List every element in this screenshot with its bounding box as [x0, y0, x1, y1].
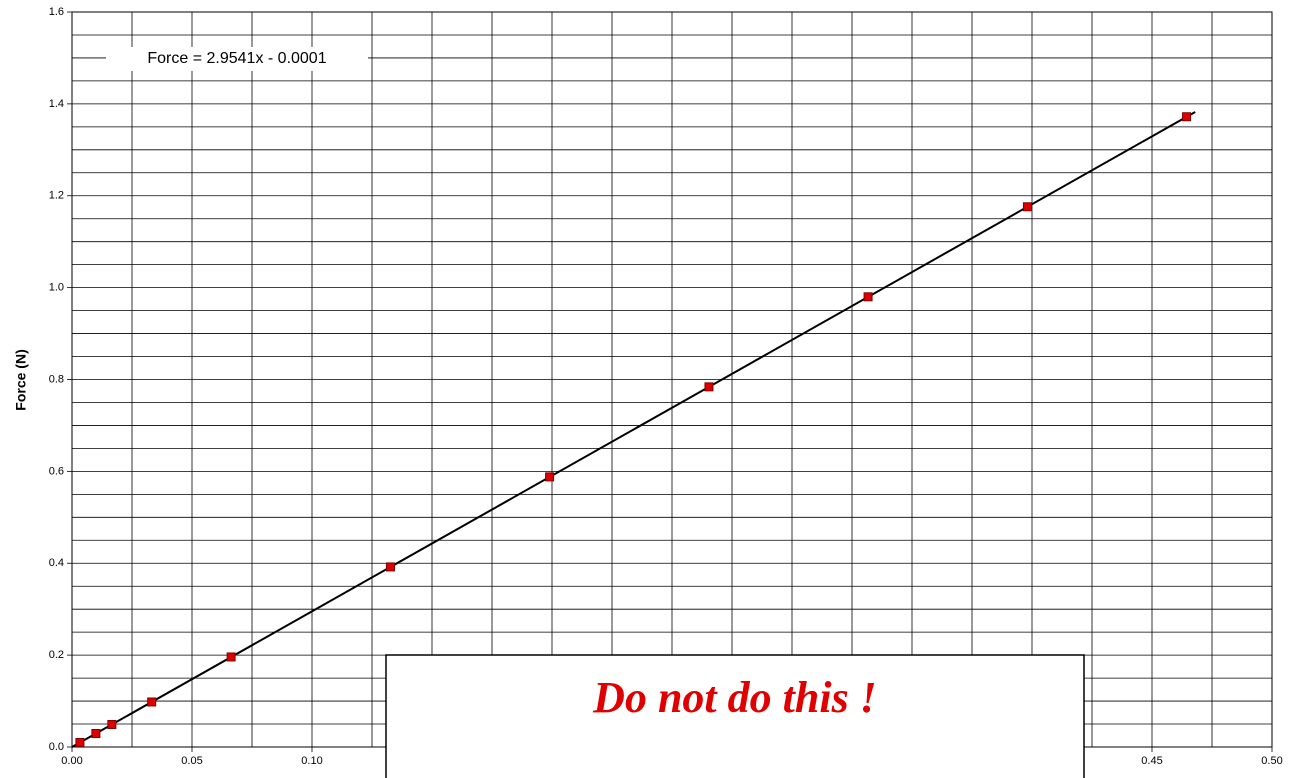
y-tick-label: 0.6: [49, 465, 64, 477]
data-point: [226, 652, 236, 662]
y-tick-label: 0.8: [49, 373, 64, 385]
data-point: [545, 472, 555, 482]
data-point: [75, 737, 85, 747]
y-tick-label: 0.4: [49, 557, 64, 569]
data-point: [107, 719, 117, 729]
x-tick-label: 0.50: [1261, 755, 1282, 767]
y-tick-label: 1.0: [49, 282, 64, 294]
x-tick-label: 0.45: [1141, 755, 1162, 767]
y-tick-label: 1.4: [49, 98, 64, 110]
y-tick-label: 0.0: [49, 741, 64, 753]
data-point: [704, 382, 714, 392]
y-tick-label: 1.6: [49, 6, 64, 18]
equation-label: Force = 2.9541x - 0.0001: [147, 50, 326, 67]
y-tick-label: 1.2: [49, 190, 64, 202]
x-tick-label: 0.10: [301, 755, 322, 767]
data-point: [91, 728, 101, 738]
trendline: [71, 111, 1196, 748]
x-tick-label: 0.05: [181, 755, 202, 767]
y-axis-label: Force (N): [13, 349, 29, 410]
data-point: [1022, 202, 1032, 212]
y-tick-label: 0.2: [49, 649, 64, 661]
data-point: [1182, 112, 1192, 122]
annotation-box: [385, 654, 1085, 778]
equation-bg: [106, 47, 368, 71]
data-point: [863, 292, 873, 302]
x-tick-label: 0.00: [61, 755, 82, 767]
data-point: [147, 697, 157, 707]
annotation: Do not do this !: [592, 673, 877, 722]
data-point: [385, 562, 395, 572]
